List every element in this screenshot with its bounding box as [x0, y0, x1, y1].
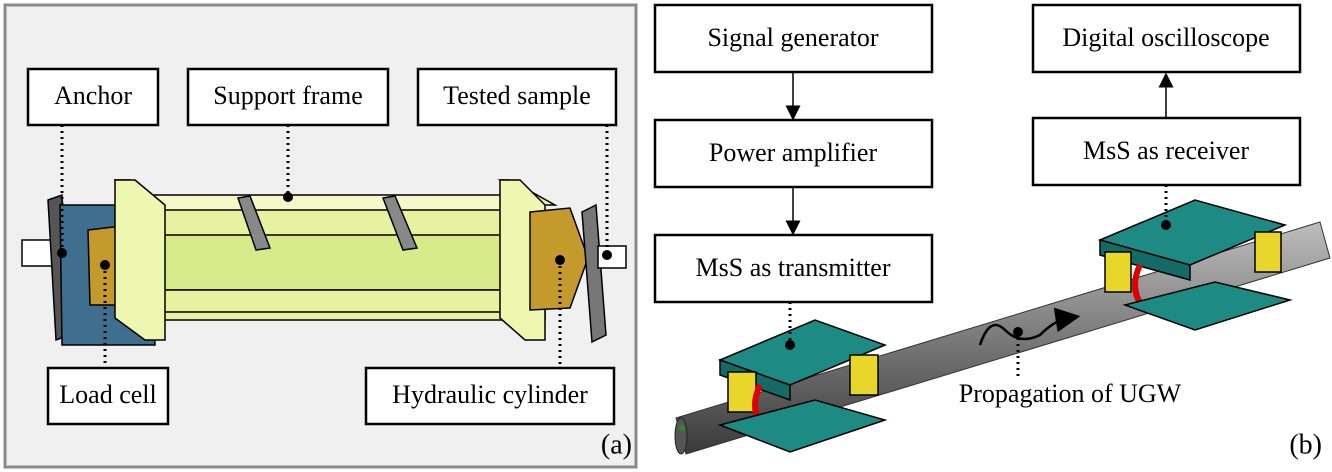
panel-label: (b): [1289, 429, 1322, 460]
illustration-shape: [679, 425, 685, 431]
callout-label: Load cell: [59, 380, 156, 409]
illustration-shape: [160, 290, 520, 312]
block-label: Signal generator: [707, 23, 878, 52]
illustration-shape: [115, 180, 165, 340]
illustration-shape: [160, 235, 520, 290]
panel-b: Signal generator Power amplifier MsS as …: [655, 5, 1330, 460]
callout-label: Anchor: [54, 81, 132, 110]
illustration-shape: [598, 246, 626, 268]
illustration-shape: [1255, 232, 1281, 272]
callout-label: Support frame: [213, 81, 362, 110]
figure: Anchor Support frame Tested sample Load …: [0, 0, 1332, 472]
annotation: Propagation of UGW: [959, 379, 1182, 408]
illustration-shape: [850, 355, 878, 395]
illustration-shape: [140, 195, 520, 210]
panel-a: Anchor Support frame Tested sample Load …: [5, 5, 636, 467]
block-label: MsS as transmitter: [696, 253, 891, 282]
callout-label: Hydraulic cylinder: [392, 380, 588, 409]
illustration-shape: [728, 372, 756, 412]
illustration-shape: [675, 418, 687, 454]
test-rig: [22, 180, 626, 345]
block-label: Power amplifier: [709, 138, 878, 167]
callout-label: Tested sample: [443, 81, 591, 110]
illustration-shape: [283, 192, 293, 202]
illustration-shape: [1105, 252, 1131, 292]
panel-label: (a): [601, 429, 632, 460]
block-label: Digital oscilloscope: [1062, 23, 1269, 52]
block-label: MsS as receiver: [1083, 136, 1249, 165]
